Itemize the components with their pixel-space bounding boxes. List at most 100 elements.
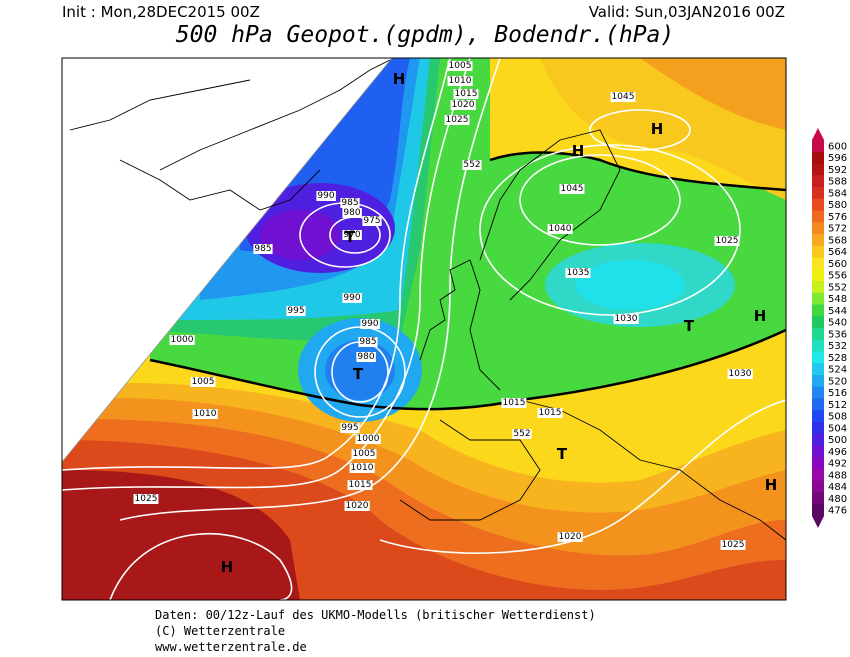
legend-label: 492 — [828, 459, 847, 470]
legend-swatch — [812, 140, 824, 153]
legend-swatch — [812, 234, 824, 247]
isobar-label: 1020 — [559, 532, 582, 542]
legend-label: 544 — [828, 306, 847, 317]
legend-swatch — [812, 492, 824, 505]
legend-label: 568 — [828, 235, 847, 246]
isobar-label: 1000 — [357, 434, 380, 444]
legend-label: 572 — [828, 224, 847, 235]
legend-label: 508 — [828, 412, 847, 423]
legend-swatch — [812, 422, 824, 435]
legend-label: 592 — [828, 165, 847, 176]
map-field — [62, 58, 786, 600]
legend-label: 540 — [828, 318, 847, 329]
legend-swatch — [812, 269, 824, 282]
legend-swatch — [812, 363, 824, 376]
legend-swatch — [812, 187, 824, 200]
isobar-label: 552 — [513, 429, 530, 439]
footer-line: (C) Wetterzentrale — [155, 624, 285, 638]
isobar-label: 1010 — [194, 409, 217, 419]
isobar-label: 1010 — [351, 463, 374, 473]
isobar-label: 985 — [341, 198, 358, 208]
legend-swatch — [812, 433, 824, 446]
label-box — [447, 61, 473, 71]
pressure-center: H — [765, 476, 778, 494]
isobar-label: 1025 — [135, 494, 158, 504]
label-box — [340, 423, 360, 433]
isobar-label: 1000 — [171, 335, 194, 345]
isobar-label: 985 — [254, 244, 271, 254]
pressure-center: T — [557, 445, 568, 463]
pressure-center: H — [572, 142, 585, 160]
legend-label: 556 — [828, 271, 847, 282]
valid-time: Valid: Sun,03JAN2016 00Z — [589, 3, 785, 21]
legend-label: 576 — [828, 212, 847, 223]
isobar-label: 1025 — [722, 540, 745, 550]
legend-swatch — [812, 445, 824, 458]
label-box — [286, 306, 306, 316]
legend-swatch — [812, 163, 824, 176]
isobar-label: 1030 — [615, 314, 638, 324]
label-box — [557, 532, 583, 542]
isobar-label: 1045 — [561, 184, 584, 194]
legend-swatch — [812, 175, 824, 188]
pressure-center: H — [393, 70, 406, 88]
map-labels: 1005101010151020102555210451045104010351… — [133, 61, 778, 576]
isobar-label: 990 — [361, 319, 378, 329]
legend-label: 584 — [828, 188, 847, 199]
label-box — [613, 314, 639, 324]
label-box — [714, 236, 740, 246]
isobar-label: 1005 — [353, 449, 376, 459]
legend-swatch — [812, 398, 824, 411]
label-box — [356, 352, 376, 362]
legend-label: 564 — [828, 247, 847, 258]
pressure-center: T — [345, 228, 356, 246]
legend-label: 532 — [828, 341, 847, 352]
label-box — [462, 160, 482, 170]
legend-label: 560 — [828, 259, 847, 270]
legend-swatch — [812, 410, 824, 423]
label-box — [351, 449, 377, 459]
label-box — [342, 293, 362, 303]
legend-swatch — [812, 316, 824, 329]
legend-label: 496 — [828, 447, 847, 458]
legend-swatch — [812, 245, 824, 258]
label-box — [512, 429, 532, 439]
isobar-label: 990 — [317, 191, 334, 201]
legend-label: 528 — [828, 353, 847, 364]
label-box — [444, 115, 470, 125]
pressure-center: T — [684, 317, 695, 335]
isobar-label: 1045 — [612, 92, 635, 102]
label-box — [559, 184, 585, 194]
label-box — [316, 191, 336, 201]
legend-label: 500 — [828, 435, 847, 446]
legend-label: 548 — [828, 294, 847, 305]
label-box — [453, 89, 479, 99]
isobar-label: 1015 — [455, 89, 478, 99]
isobar-label: 1005 — [192, 377, 215, 387]
label-box — [501, 398, 527, 408]
legend-swatch — [812, 457, 824, 470]
legend-label: 536 — [828, 329, 847, 340]
label-box — [190, 377, 216, 387]
isobar-label: 1020 — [346, 501, 369, 511]
label-box — [344, 501, 370, 511]
legend-swatch — [812, 198, 824, 211]
isobar-label: 980 — [343, 208, 360, 218]
isobar-label: 1035 — [567, 268, 590, 278]
isobar-label: 1015 — [503, 398, 526, 408]
label-box — [349, 463, 375, 473]
isobar-label: 985 — [359, 337, 376, 347]
label-box — [133, 494, 159, 504]
legend-swatch — [812, 480, 824, 493]
legend-swatch — [812, 469, 824, 482]
label-box — [253, 244, 273, 254]
legend-label: 596 — [828, 153, 847, 164]
isobar-label: 1020 — [452, 100, 475, 110]
label-box — [362, 216, 382, 226]
legend-label: 512 — [828, 400, 847, 411]
colorbar: 6005965925885845805765725685645605565525… — [812, 128, 847, 528]
label-box — [342, 208, 362, 218]
label-box — [358, 337, 378, 347]
label-box — [727, 369, 753, 379]
